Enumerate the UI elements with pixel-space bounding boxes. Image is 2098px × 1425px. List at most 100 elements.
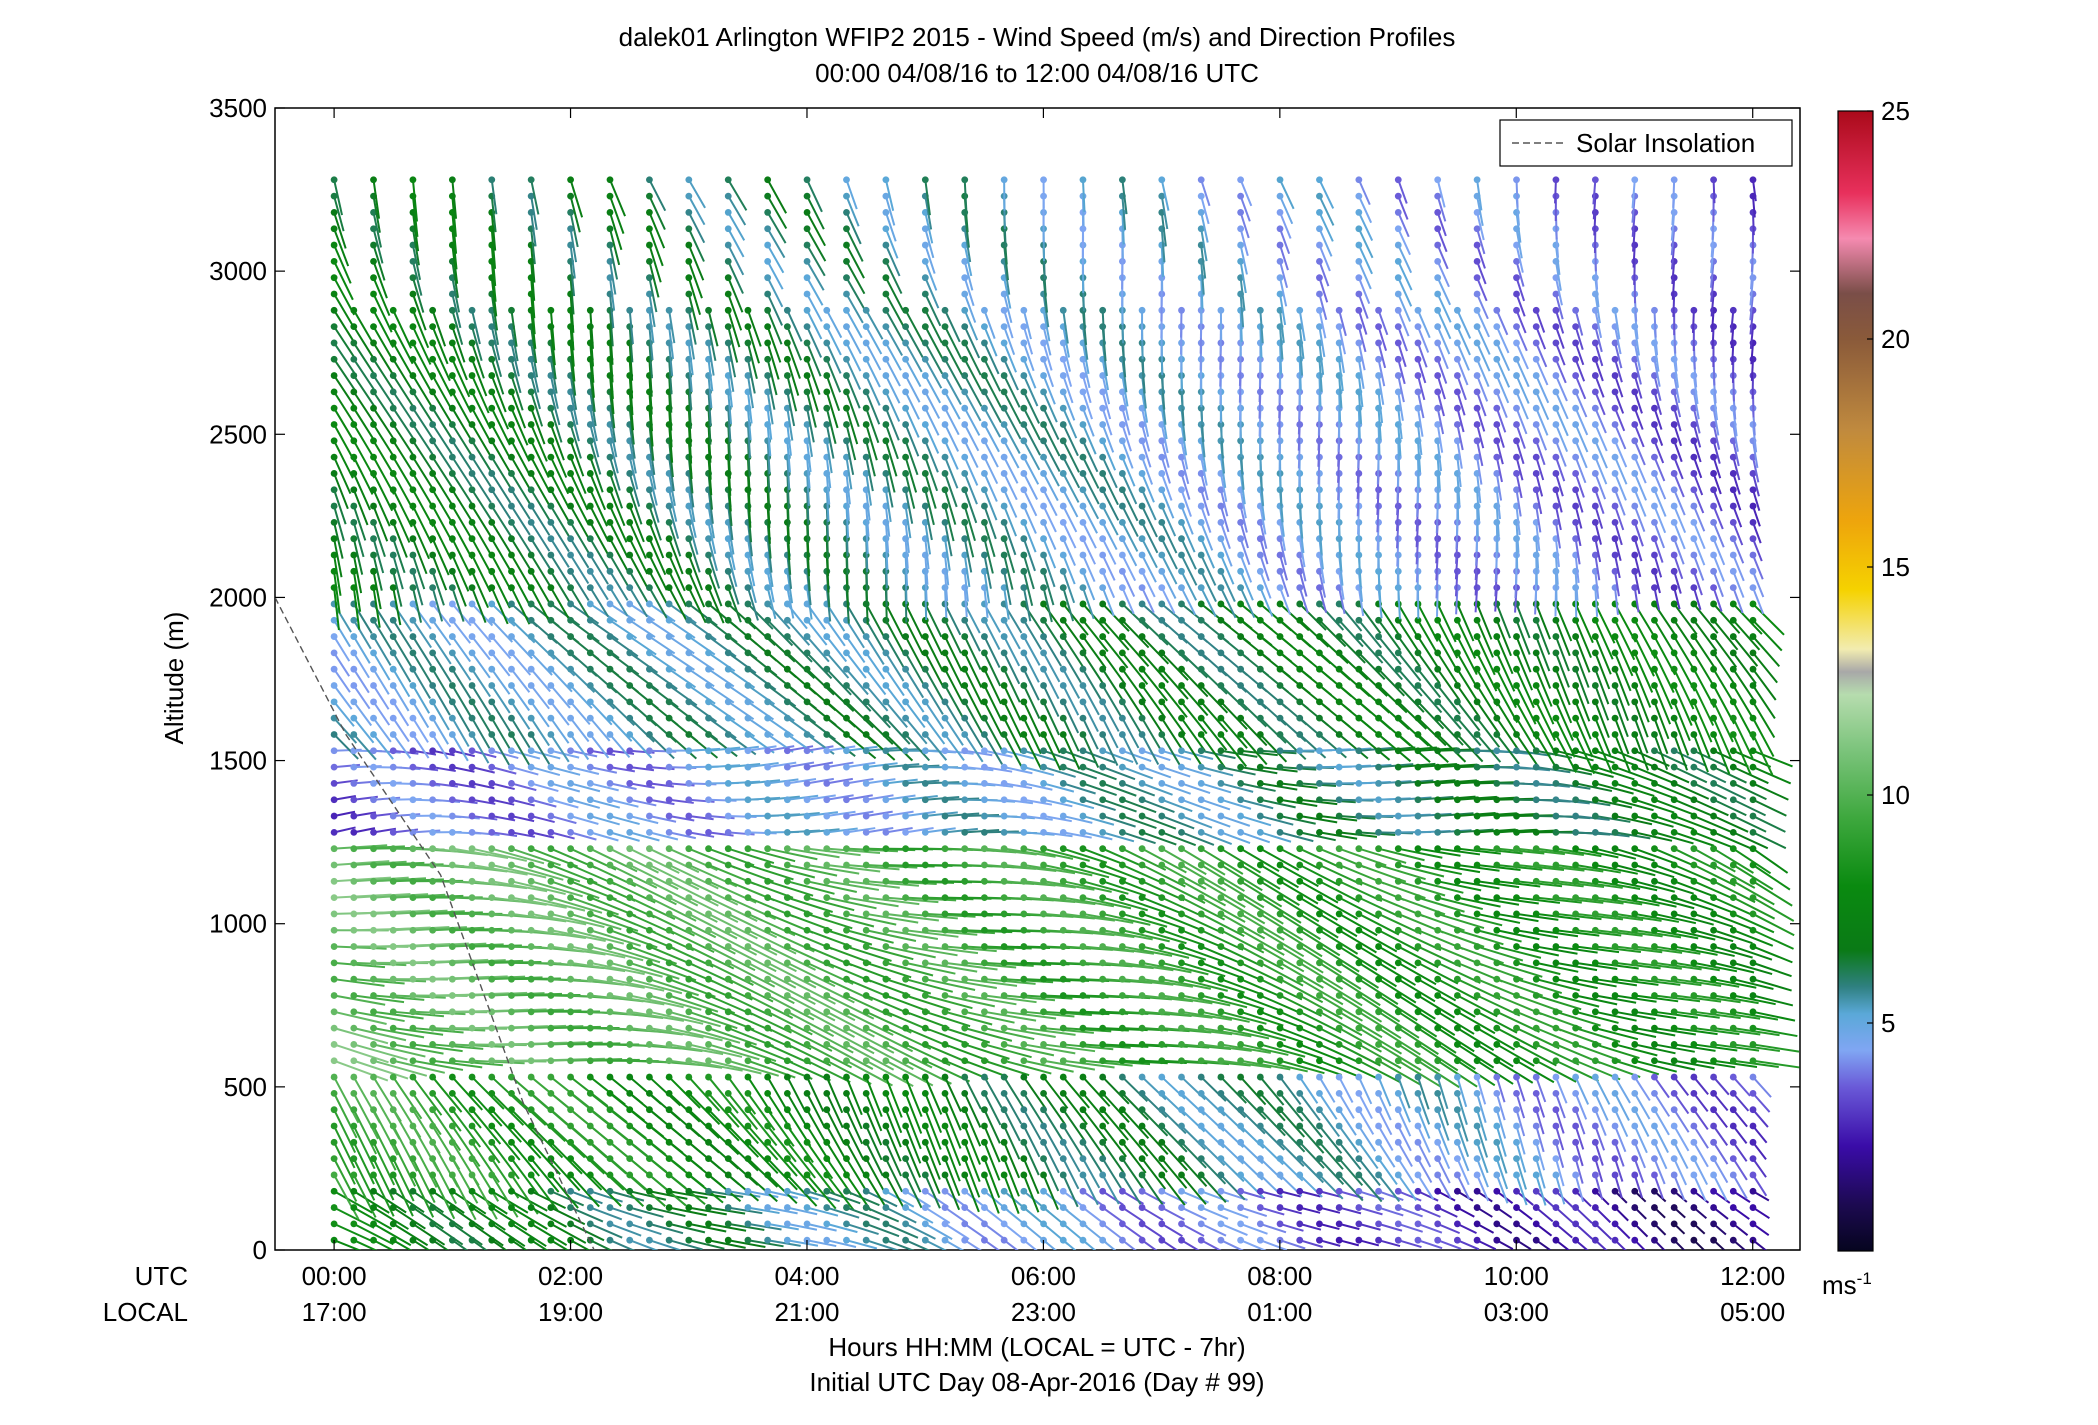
wind-barb-dot — [350, 1220, 358, 1228]
wind-barb-dot — [665, 551, 673, 559]
wind-barb-dot — [1040, 894, 1047, 902]
wind-barb — [471, 1190, 508, 1215]
wind-barb — [412, 1206, 444, 1230]
wind-barb — [412, 926, 467, 932]
wind-barb-dot — [921, 665, 929, 673]
wind-barb-dot — [1079, 1122, 1087, 1130]
wind-barb-dot — [902, 355, 910, 363]
wind-barb-dot — [902, 1204, 910, 1211]
wind-barb-dot — [882, 1138, 890, 1146]
wind-barb-dot — [902, 812, 910, 820]
wind-barb-dot — [448, 535, 456, 543]
wind-barb — [392, 1141, 417, 1187]
wind-barb-dot — [330, 975, 338, 983]
wind-barb-dot — [330, 1138, 338, 1146]
wind-barb-dot — [1079, 584, 1087, 592]
wind-barb-dot — [527, 682, 535, 689]
wind-barb — [628, 489, 643, 525]
wind-barb-dot — [409, 372, 417, 379]
wind-barb-dot — [1099, 698, 1107, 706]
wind-barb-dot — [961, 274, 969, 282]
wind-barb — [648, 587, 669, 620]
wind-barb-dot — [468, 567, 476, 575]
wind-barb — [392, 701, 410, 727]
wind-barb-dot — [783, 1073, 791, 1081]
wind-barb-dot — [685, 241, 693, 249]
wind-barb-dot — [981, 616, 988, 624]
wind-barb-dot — [862, 1138, 870, 1146]
wind-barb-dot — [1079, 567, 1087, 575]
wind-barb-dot — [389, 731, 397, 738]
wind-barb-dot — [547, 780, 555, 787]
wind-barb-dot — [626, 943, 634, 950]
wind-barb-dot — [350, 1155, 358, 1163]
wind-barb — [431, 391, 454, 426]
wind-barb-dot — [330, 747, 338, 755]
wind-barb-dot — [567, 225, 574, 233]
wind-barb — [589, 505, 610, 542]
wind-barb-dot — [843, 306, 850, 314]
wind-barb — [372, 489, 391, 527]
wind-barb-dot — [1040, 992, 1047, 999]
wind-barb-dot — [921, 714, 929, 722]
wind-barb — [569, 179, 584, 218]
wind-barb-dot — [468, 437, 476, 445]
wind-barb — [471, 310, 481, 345]
wind-barb-dot — [1000, 714, 1008, 722]
wind-barb-dot — [567, 910, 574, 918]
wind-barb-dot — [1079, 1024, 1087, 1032]
wind-barb — [490, 310, 500, 345]
wind-barb-dot — [527, 1089, 535, 1097]
wind-barb-dot — [941, 828, 949, 836]
wind-barb-dot — [508, 616, 515, 624]
wind-barb-dot — [1118, 1155, 1126, 1163]
wind-barb-dot — [646, 1008, 653, 1016]
wind-barb — [372, 309, 395, 348]
wind-barb-dot — [606, 1204, 614, 1211]
wind-barb-dot — [1118, 1057, 1126, 1065]
wind-barb — [609, 505, 628, 543]
wind-barb-dot — [1099, 731, 1107, 738]
wind-barb-dot — [1099, 437, 1107, 445]
wind-barb-dot — [429, 649, 437, 657]
wind-barb-dot — [705, 1187, 712, 1195]
wind-barb-dot — [764, 992, 772, 999]
wind-barb-dot — [350, 763, 358, 771]
wind-barb — [353, 978, 405, 985]
wind-barb — [569, 261, 576, 297]
wind-barb-dot — [527, 1073, 535, 1081]
wind-barb-dot — [783, 845, 791, 853]
wind-barb — [550, 521, 570, 553]
wind-barb-dot — [586, 1041, 594, 1048]
wind-barb-dot — [882, 1073, 890, 1081]
wind-barb-dot — [527, 714, 535, 722]
wind-barb-dot — [843, 1073, 850, 1081]
wind-barb-dot — [705, 910, 712, 918]
wind-barb-dot — [705, 926, 712, 934]
wind-barb-dot — [981, 355, 988, 363]
wind-barb-dot — [429, 633, 437, 640]
wind-barb-dot — [1079, 1073, 1087, 1081]
wind-barb-dot — [862, 1187, 870, 1195]
wind-barb-dot — [527, 861, 535, 869]
wind-barb-dot — [370, 992, 377, 999]
wind-barb-dot — [389, 812, 397, 820]
wind-barb-dot — [961, 339, 969, 347]
wind-barb-dot — [803, 943, 811, 950]
wind-barb-dot — [527, 470, 535, 477]
wind-barb-dot — [1079, 731, 1087, 738]
wind-barb-dot — [764, 323, 772, 331]
wind-barb-dot — [744, 616, 752, 624]
wind-barb-dot — [646, 1187, 653, 1195]
wind-barb-dot — [882, 682, 890, 689]
wind-barb-dot — [685, 584, 693, 592]
wind-barb-dot — [1020, 551, 1028, 559]
wind-barb-dot — [921, 747, 929, 755]
wind-barb-dot — [330, 355, 338, 363]
wind-barb-dot — [981, 306, 988, 314]
wind-barb-dot — [586, 1220, 594, 1228]
wind-barb-dot — [1000, 388, 1008, 396]
wind-barb-dot — [448, 1236, 456, 1244]
wind-barb-dot — [409, 1138, 417, 1146]
wind-barb-dot — [1000, 926, 1008, 934]
